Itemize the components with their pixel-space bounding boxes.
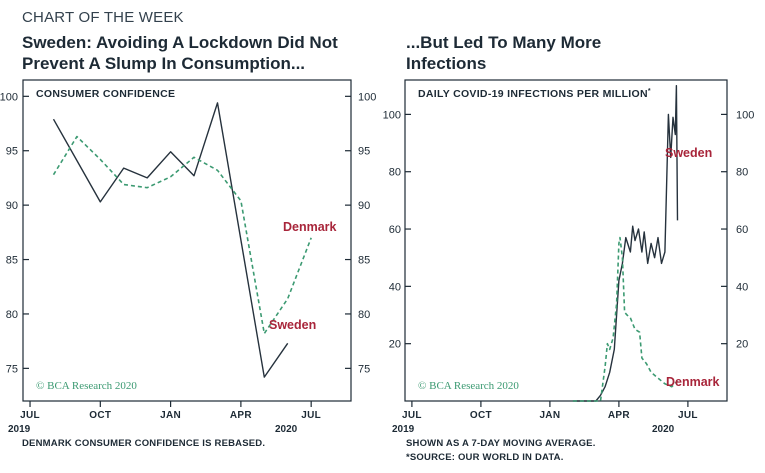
right-xtick-label: OCT [470, 410, 492, 421]
right-ytick-label-right: 100 [736, 109, 754, 121]
left-ytick-label-left: 95 [6, 146, 18, 158]
right-panel-title-mark: * [648, 88, 651, 95]
left-xtick-label: JUL [20, 410, 40, 421]
right-ytick-label-right: 80 [736, 167, 748, 179]
left-xtick-label: OCT [89, 410, 111, 421]
left-ytick-label-left: 90 [6, 200, 18, 212]
right-y-axis: 20 20 40 40 60 60 80 80 100 100 [383, 109, 755, 350]
left-panel-frame [22, 79, 352, 402]
left-ytick-label-right: 85 [358, 255, 370, 267]
left-series-sweden-line [52, 102, 289, 378]
right-year-label-2019: 2019 [392, 424, 415, 435]
left-ytick-label-right: 75 [358, 363, 370, 375]
right-series-group [572, 84, 679, 402]
right-footnote-1: SHOWN AS A 7-DAY MOVING AVERAGE. [406, 438, 596, 449]
right-ytick-label-left: 40 [389, 281, 401, 293]
left-ytick-label-right: 95 [358, 146, 370, 158]
left-year-label-2020: 2020 [275, 424, 298, 435]
right-source-credit: © BCA Research 2020 [418, 380, 519, 392]
right-ytick-label-left: 100 [383, 109, 401, 121]
right-sweden-series-label: Sweden [665, 146, 712, 160]
right-ytick-label-right: 20 [736, 339, 748, 351]
left-ytick-label-right: 80 [358, 309, 370, 321]
chart-of-the-week-kicker: CHART OF THE WEEK [22, 9, 184, 26]
right-denmark-series-label: Denmark [666, 375, 720, 389]
right-ytick-label-left: 60 [389, 224, 401, 236]
right-panel-title: DAILY COVID-19 INFECTIONS PER MILLION* [418, 88, 651, 100]
left-sweden-series-label: Sweden [269, 318, 316, 332]
left-source-credit: © BCA Research 2020 [36, 380, 137, 392]
right-ytick-label-left: 80 [389, 167, 401, 179]
left-ytick-label-right: 90 [358, 200, 370, 212]
right-ytick-label-right: 40 [736, 281, 748, 293]
left-series-group [52, 102, 312, 378]
right-series-denmark-line [572, 236, 679, 402]
left-x-axis: JUL OCT JAN APR JUL [20, 401, 321, 421]
left-ytick-label-left: 85 [6, 255, 18, 267]
left-ytick-label-left: 100 [0, 91, 18, 103]
right-ytick-label-right: 60 [736, 224, 748, 236]
left-denmark-series-label: Denmark [283, 220, 337, 234]
left-headline-line-1: Sweden: Avoiding A Lockdown Did Not [22, 33, 338, 52]
right-series-sweden-line [572, 84, 679, 402]
right-headline-line-2: Infections [406, 54, 487, 73]
right-panel-title-text: DAILY COVID-19 INFECTIONS PER MILLION [418, 88, 648, 100]
left-xtick-label: APR [230, 410, 252, 421]
right-panel: DAILY COVID-19 INFECTIONS PER MILLION* 2… [383, 79, 755, 435]
right-x-axis: JUL OCT JAN APR JUL [402, 401, 698, 421]
right-chart-headline: ...But Led To Many More Infections [406, 32, 601, 74]
right-xtick-label: JAN [539, 410, 560, 421]
left-panel: CONSUMER CONFIDENCE 75 75 80 80 85 85 90 90 95 95… [0, 79, 376, 435]
left-xtick-label: JUL [301, 410, 321, 421]
right-panel-frame [404, 79, 728, 402]
right-year-label-2020: 2020 [652, 424, 675, 435]
right-xtick-label: APR [608, 410, 630, 421]
left-footnote: DENMARK CONSUMER CONFIDENCE IS REBASED. [22, 438, 266, 449]
right-xtick-label: JUL [678, 410, 698, 421]
left-series-denmark-line [52, 135, 312, 335]
left-ytick-label-left: 80 [6, 309, 18, 321]
left-headline-line-2: Prevent A Slump In Consumption... [22, 54, 306, 73]
left-y-axis: 75 75 80 80 85 85 90 90 95 95 100 100 [0, 91, 376, 375]
left-chart-headline: Sweden: Avoiding A Lockdown Did Not Prev… [22, 32, 338, 74]
right-xtick-label: JUL [402, 410, 422, 421]
left-xtick-label: JAN [160, 410, 181, 421]
left-year-label-2019: 2019 [8, 424, 31, 435]
right-headline-line-1: ...But Led To Many More [406, 33, 602, 52]
left-panel-title: CONSUMER CONFIDENCE [36, 88, 175, 100]
right-ytick-label-left: 20 [389, 339, 401, 351]
left-ytick-label-right: 100 [358, 91, 376, 103]
left-ytick-label-left: 75 [6, 363, 18, 375]
right-footnote-2: *SOURCE: OUR WORLD IN DATA. [406, 452, 564, 463]
